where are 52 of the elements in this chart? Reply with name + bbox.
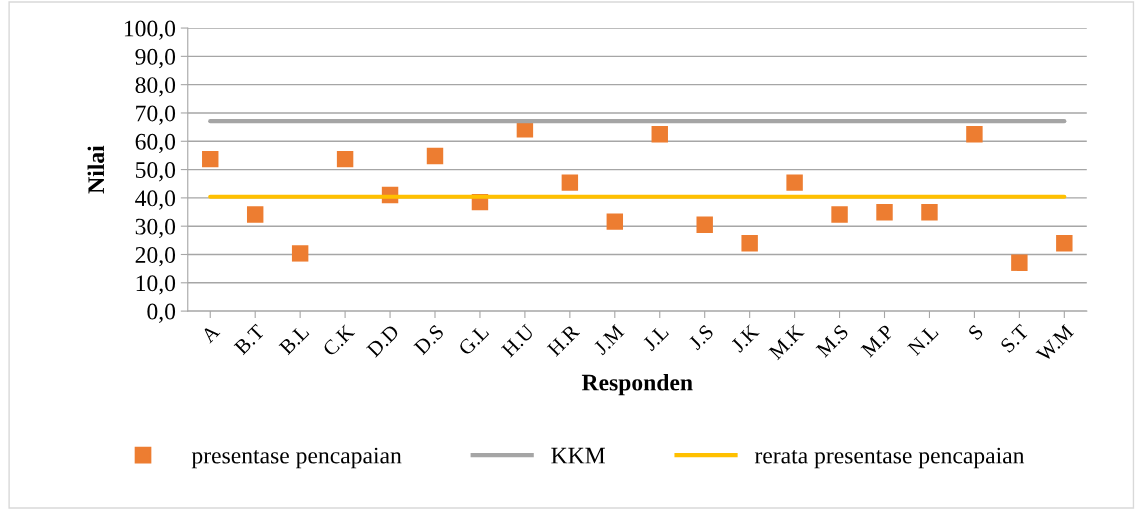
point [291,245,309,262]
point [561,174,579,191]
x-tick-label: B.T [233,323,266,356]
point [831,206,848,223]
x-tick-label: N.L [907,324,940,357]
point [426,147,444,165]
y-tick-label: 80,0 [135,77,176,97]
x-tick-label: C.K [322,323,356,357]
point [651,125,668,143]
legend-label: KKM [551,447,605,464]
point [921,204,938,221]
point [1056,234,1073,252]
y-axis-title: Nilai [87,145,105,194]
point [336,150,354,168]
x-tick-label: W.M [1035,323,1075,363]
x-tick-label: M.P [860,324,895,358]
y-tick-label: 70,0 [136,105,176,125]
y-tick-label: 40,0 [135,190,176,210]
x-tick-label: G.L [457,324,490,357]
x-axis-title: Responden [581,373,693,396]
x-tick-label: S.T [999,323,1030,354]
y-tick-label: 90,0 [135,48,176,69]
x-tick-label: J.S [687,324,715,351]
y-tick-label: 10,0 [136,275,176,295]
y-tick-label: 60,0 [135,133,176,154]
point [876,204,893,221]
x-tick-label: J.L [642,324,670,352]
x-tick-label: D.D [366,324,400,358]
x-tick-label: A [200,323,221,344]
point [966,125,983,143]
x-tick-label: D.S [413,324,445,356]
legend-label: rerata presentase pencapaian [754,447,1025,469]
y-tick-label: 50,0 [136,162,176,182]
x-tick-label: H.R [546,323,581,358]
y-tick-label: 30,0 [135,218,176,239]
x-tick-label: J.M [593,323,625,356]
point [606,213,624,230]
y-tick-label: 100,0 [124,20,176,40]
point [246,206,264,223]
y-tick-label: 0,0 [147,303,176,323]
x-tick-label: B.L [278,324,310,356]
point [202,150,219,168]
y-tick-label: 20,0 [135,246,176,267]
x-tick-label: M.S [815,324,850,358]
point [786,174,803,191]
point [741,234,758,252]
x-tick-label: S [967,324,984,341]
point [696,216,713,233]
x-tick-label: J.K [730,323,760,354]
legend-label: presentase pencapaian [191,447,402,469]
x-tick-label: H.U [500,323,536,358]
point [1011,254,1028,271]
